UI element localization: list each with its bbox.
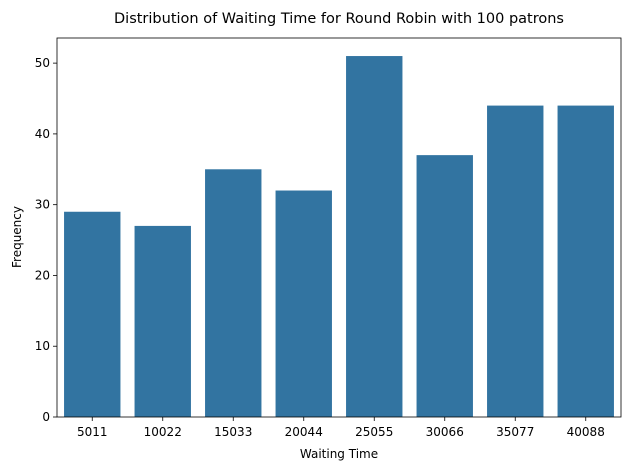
bar-30066: [416, 155, 473, 418]
plot-frame: [56, 37, 622, 418]
x-tick-label: 35077: [496, 425, 534, 439]
y-tick-label: 10: [35, 339, 50, 353]
y-tick-label: 40: [35, 127, 50, 141]
y-tick-label: 0: [42, 410, 50, 424]
x-tick-label: 5011: [77, 425, 108, 439]
y-tick-label: 50: [35, 56, 50, 70]
bars-layer: [64, 56, 614, 418]
bar-20044: [275, 190, 332, 417]
x-tick-label: 20044: [285, 425, 323, 439]
bar-25055: [346, 56, 403, 418]
x-ticks-layer: 5011 10022 15033 20044 25055 30066 35077 40088: [77, 417, 605, 439]
chart-title: Distribution of Waiting Time for Round R…: [114, 11, 564, 27]
y-tick-label: 20: [35, 268, 50, 282]
y-tick-label: 30: [35, 198, 50, 212]
x-axis-label: Waiting Time: [300, 447, 378, 461]
bar-10022: [134, 225, 191, 417]
bar-5011: [64, 211, 121, 417]
y-ticks-layer: 0 10 20 30 40 50: [35, 56, 57, 424]
x-tick-label: 40088: [567, 425, 605, 439]
x-tick-label: 25055: [355, 425, 393, 439]
y-axis-label: Frequency: [10, 206, 24, 268]
bar-40088: [557, 105, 614, 418]
bar-35077: [487, 105, 544, 418]
x-tick-label: 30066: [426, 425, 464, 439]
x-tick-label: 15033: [214, 425, 252, 439]
x-tick-label: 10022: [144, 425, 182, 439]
bar-15033: [205, 169, 262, 417]
